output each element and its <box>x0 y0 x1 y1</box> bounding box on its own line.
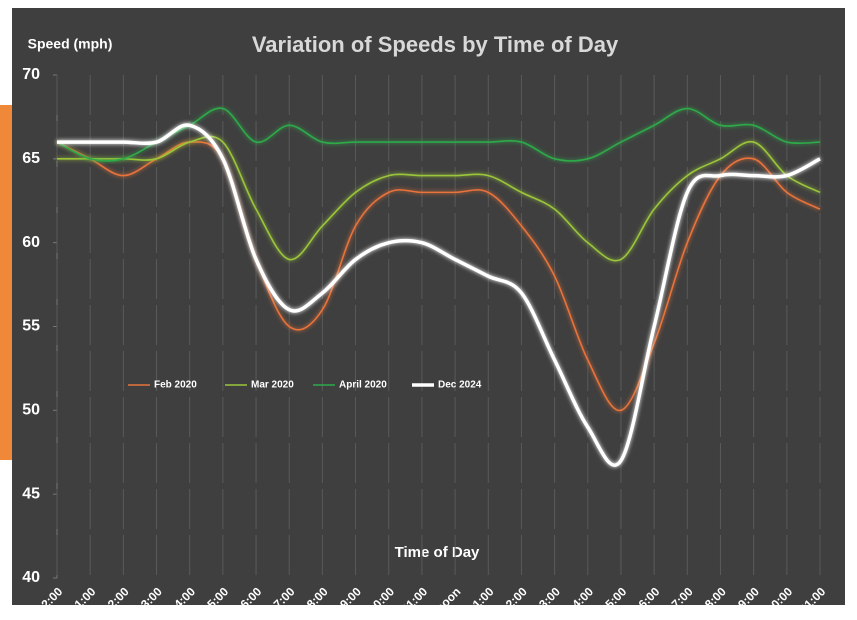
y-tick-label: 60 <box>22 234 40 251</box>
y-tick-label: 70 <box>22 66 40 83</box>
y-tick-label: 65 <box>22 150 40 167</box>
y-tick-label: 40 <box>22 569 40 586</box>
legend-label: Mar 2020 <box>251 380 294 391</box>
legend-label: Feb 2020 <box>154 380 197 391</box>
side-accent <box>0 105 12 460</box>
x-axis-label: Time of Day <box>395 544 480 561</box>
legend-label: April 2020 <box>339 380 387 391</box>
series-line <box>57 123 821 467</box>
chart-background <box>12 8 845 605</box>
y-tick-label: 50 <box>22 402 40 419</box>
y-tick-label: 45 <box>22 485 40 502</box>
series-line <box>57 135 821 262</box>
legend-label: Dec 2024 <box>438 380 482 391</box>
y-axis-label: Speed (mph) <box>28 36 113 52</box>
chart-title: Variation of Speeds by Time of Day <box>252 32 619 57</box>
y-tick-label: 55 <box>22 318 40 335</box>
